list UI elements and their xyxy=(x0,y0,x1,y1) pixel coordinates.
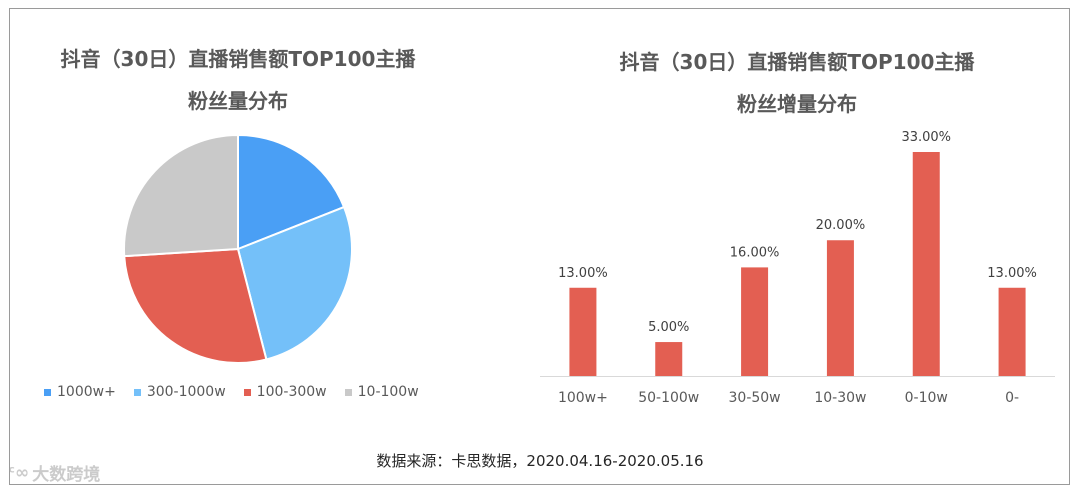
pie-slice xyxy=(123,133,239,258)
legend-swatch xyxy=(243,388,251,396)
x-tick-label: 0-10w xyxy=(905,390,948,406)
watermark-text: 大数跨境 xyxy=(32,465,101,485)
bar xyxy=(741,267,769,376)
data-label: 33.00% xyxy=(901,130,951,145)
legend-swatch xyxy=(344,388,352,396)
data-label: 5.00% xyxy=(648,320,689,335)
legend-label: 1000w+ xyxy=(57,384,116,400)
data-label: 13.00% xyxy=(558,266,608,281)
legend-label: 300-1000w xyxy=(146,384,226,400)
bar xyxy=(826,240,854,376)
data-label: 20.00% xyxy=(816,218,866,233)
data-source-note: 数据来源：卡思数据，2020.04.16-2020.05.16 xyxy=(376,452,704,470)
bar xyxy=(912,152,940,376)
bar xyxy=(569,287,597,376)
pie-chart-title-line2: 粉丝量分布 xyxy=(188,89,288,113)
legend-label: 100-300w xyxy=(256,384,327,400)
pie-slice xyxy=(123,247,268,364)
legend-item: 100-300w xyxy=(243,384,327,400)
legend-swatch xyxy=(44,388,51,396)
x-tick-label: 50-100w xyxy=(638,390,699,406)
x-tick-label: 100w+ xyxy=(558,390,608,406)
legend-item: 10-100w xyxy=(344,384,419,400)
watermark-logo-icon: ᶜ∞ xyxy=(8,462,30,483)
bar xyxy=(998,287,1026,376)
data-label: 13.00% xyxy=(987,266,1037,281)
x-tick-label: 10-30w xyxy=(814,390,866,406)
legend-item: 300-1000w xyxy=(133,384,226,400)
pie-slice xyxy=(236,205,353,361)
bar-chart: 13.00% 100w+ 5.00% 50-100w 16.00% 30-50w 20.00… xyxy=(540,130,1055,406)
pie-slice xyxy=(237,133,346,251)
bar xyxy=(655,342,683,376)
bar-chart-title-line1: 抖音（30日）直播销售额TOP100主播 xyxy=(619,50,975,74)
watermark: ᶜ∞ 大数跨境 xyxy=(8,460,101,486)
pie-chart xyxy=(123,133,353,364)
pie-chart-title-line1: 抖音（30日）直播销售额TOP100主播 xyxy=(60,47,416,71)
x-tick-label: 30-50w xyxy=(729,390,781,406)
pie-legend: 1000w+ 300-1000w 100-300w 10-100w xyxy=(44,384,419,400)
legend-label: 10-100w xyxy=(357,384,419,400)
legend-swatch xyxy=(133,388,141,396)
bar-chart-title-line2: 粉丝增量分布 xyxy=(737,92,857,116)
data-label: 16.00% xyxy=(730,245,780,260)
x-tick-label: 0- xyxy=(1005,390,1019,406)
legend-item: 1000w+ xyxy=(44,384,116,400)
